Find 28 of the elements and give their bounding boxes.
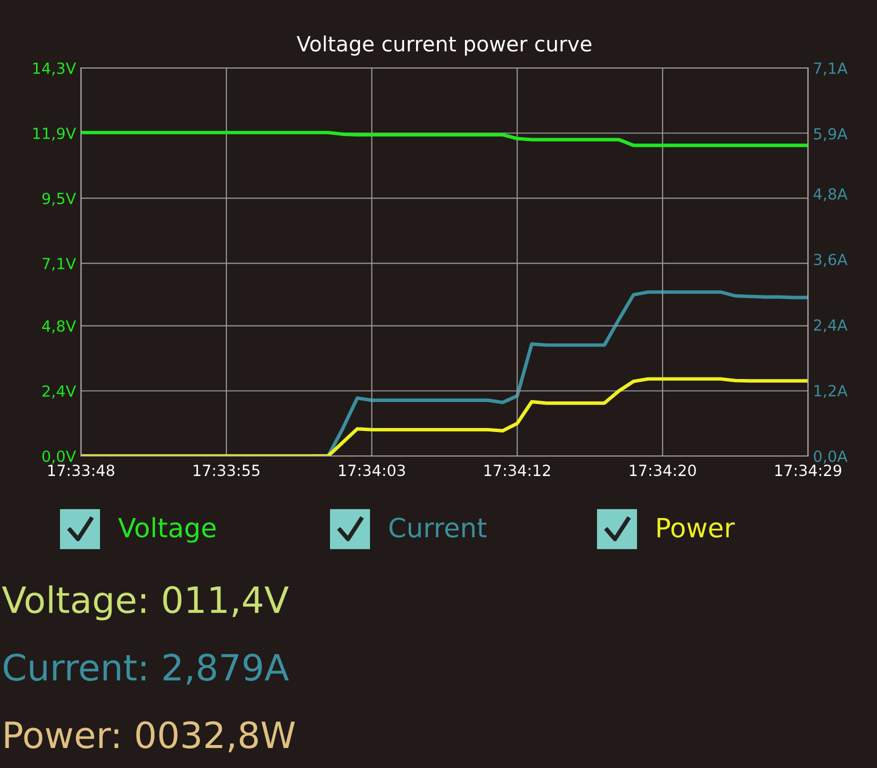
y2-tick-label: 1,2A [814,384,848,398]
y-tick-label: 9,5V [42,192,76,206]
y2-tick-label: 7,1A [814,62,848,76]
y-tick-label: 4,8V [42,320,76,334]
chart-title: Voltage current power curve [296,36,592,56]
x-tick-label: 17:34:03 [339,464,405,476]
text: Current [389,518,486,538]
x-tick-label: 17:34:29 [775,464,842,476]
text: Power [658,518,735,538]
y2-tick-label: 3,6A [814,254,848,267]
y-tick-label: 11,9V [33,128,76,141]
y-tick-label: 7,1V [42,258,76,271]
text: Power: 0032,8W [5,721,295,752]
x-tick-label: 17:34:20 [630,464,696,476]
x-tick-label: 17:34:12 [484,464,550,476]
y2-tick-label: 4,8A [814,188,848,202]
y2-tick-label: 0,0A [814,450,848,464]
y-tick-label: 2,4V [42,385,76,398]
text: Current: 2,879A [4,654,289,685]
y2-tick-label: 5,9A [814,128,848,142]
y-tick-label: 0,0V [42,450,76,464]
x-tick-label: 17:33:55 [194,464,260,476]
x-tick-label: 17:33:48 [48,464,114,476]
y2-tick-label: 2,4A [814,319,848,332]
y-tick-label: 14,3V [33,62,76,76]
text: Voltage [118,517,216,543]
line-series [81,130,808,148]
text: Voltage: 011,4V [2,585,289,620]
